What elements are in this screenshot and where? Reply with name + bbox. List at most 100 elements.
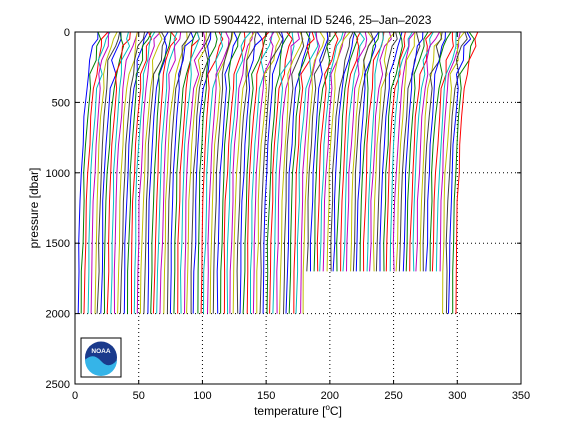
profile-line: [94, 32, 118, 314]
profile-line: [452, 32, 475, 314]
profile-line: [422, 32, 443, 272]
profile-line: [232, 32, 256, 314]
profile-line: [259, 32, 284, 314]
y-tick-label: 1000: [46, 168, 70, 180]
profile-line: [379, 32, 403, 272]
profile-line: [184, 32, 206, 314]
profile-line: [369, 32, 392, 272]
profile-line: [212, 32, 233, 314]
profile-line: [330, 32, 354, 272]
chart-title: WMO ID 5904422, internal ID 5246, 25–Jan…: [165, 13, 432, 27]
x-tick-label: 300: [448, 390, 466, 402]
profile-line: [295, 32, 319, 314]
profile-line: [300, 32, 320, 314]
profile-line: [203, 32, 224, 314]
profile-line: [309, 32, 329, 272]
profile-line: [372, 32, 396, 272]
profile-line: [150, 32, 172, 314]
x-tick-label: 50: [133, 390, 145, 402]
profile-line: [133, 32, 156, 314]
y-axis-label: pressure [dbar]: [27, 168, 41, 249]
profile-line: [169, 32, 195, 314]
profile-line: [429, 32, 452, 272]
y-tick-label: 2500: [46, 379, 70, 391]
profile-line: [179, 32, 200, 314]
profile-line: [326, 32, 351, 272]
profile-line: [143, 32, 166, 314]
profile-line: [229, 32, 254, 314]
profile-line: [83, 32, 109, 314]
profile-line: [415, 32, 441, 272]
profile-line: [90, 32, 109, 314]
profile-line: [313, 32, 338, 272]
profile-line: [405, 32, 429, 272]
profile-line: [256, 32, 281, 314]
profile-line: [103, 32, 125, 314]
profile-line: [272, 32, 295, 314]
profile-line: [402, 32, 424, 272]
profile-line: [293, 32, 315, 314]
profile-line: [316, 32, 339, 272]
y-tick-label: 1500: [46, 238, 70, 250]
profile-line: [332, 32, 356, 272]
profile-line: [279, 32, 304, 314]
profile-line: [87, 32, 111, 314]
profile-line: [346, 32, 368, 272]
profile-line: [392, 32, 416, 272]
profile-line: [276, 32, 300, 314]
profile-line: [117, 32, 138, 314]
profile-line: [147, 32, 169, 314]
profile-line: [113, 32, 139, 314]
profile-line: [342, 32, 366, 272]
profile-line: [119, 32, 146, 314]
noaa-logo-text: NOAA: [91, 348, 110, 355]
profile-line: [209, 32, 234, 314]
profile-line: [395, 32, 416, 272]
profile-line: [383, 32, 403, 272]
profile-line: [166, 32, 192, 314]
y-tick-label: 2000: [46, 309, 70, 321]
x-axis-label: temperature [oC]: [254, 403, 342, 418]
profile-line: [186, 32, 208, 314]
x-axis-ticks: 0 50 100 150 200 250 300 350: [72, 32, 530, 402]
profile-line: [336, 32, 359, 272]
profile-line: [302, 32, 325, 314]
profile-line: [96, 32, 121, 314]
profile-line: [398, 32, 421, 272]
profile-line: [288, 32, 311, 314]
profile-line: [366, 32, 384, 272]
profile-line: [322, 32, 347, 272]
profile-line: [131, 32, 153, 314]
profile-lines: [77, 32, 479, 314]
profile-line: [266, 32, 291, 314]
profile-line: [100, 32, 122, 314]
profile-line: [163, 32, 188, 314]
y-tick-label: 0: [64, 27, 70, 39]
profile-line: [226, 32, 252, 314]
profile-line: [359, 32, 380, 272]
x-tick-label: 350: [512, 390, 530, 402]
profile-line: [435, 32, 457, 272]
profile-line: [252, 32, 275, 314]
x-tick-label: 150: [257, 390, 275, 402]
profile-line: [220, 32, 242, 314]
profile-line: [80, 32, 102, 314]
profile-line: [445, 32, 468, 314]
profile-line: [352, 32, 374, 272]
profile-line: [246, 32, 270, 314]
profile-line: [250, 32, 273, 314]
profile-line: [283, 32, 305, 314]
profile-line: [355, 32, 380, 272]
plot-frame: [74, 31, 522, 385]
profile-line: [448, 32, 472, 314]
profile-line: [136, 32, 161, 314]
profile-line: [200, 32, 224, 314]
profile-line: [442, 32, 465, 314]
profile-line: [127, 32, 152, 314]
profile-line: [431, 32, 454, 272]
profile-line: [139, 32, 163, 314]
profile-line: [152, 32, 178, 314]
profile-line: [419, 32, 443, 272]
profile-line: [177, 32, 201, 314]
profile-line: [190, 32, 212, 314]
